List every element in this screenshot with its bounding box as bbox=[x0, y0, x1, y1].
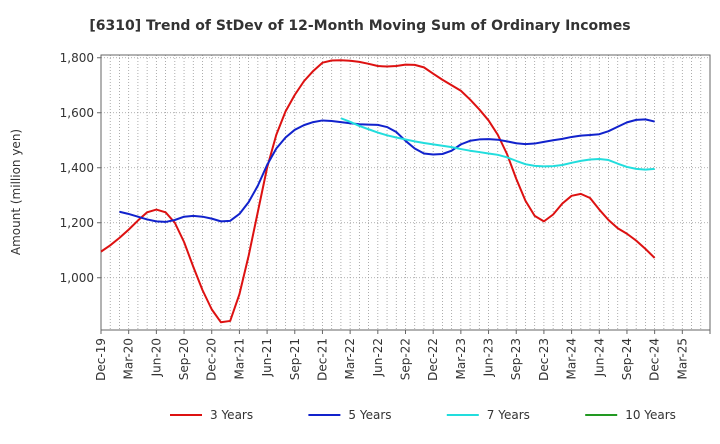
chart-title: [6310] Trend of StDev of 12-Month Moving… bbox=[89, 18, 630, 34]
x-tick-label: Dec-21 bbox=[315, 338, 329, 381]
x-tick-label: Mar-22 bbox=[343, 338, 357, 379]
x-tick-label: Dec-19 bbox=[94, 338, 108, 381]
x-tick-label: Sep-23 bbox=[509, 338, 523, 380]
x-tick-label: Mar-21 bbox=[232, 338, 246, 379]
y-tick-label: 1,800 bbox=[60, 51, 94, 65]
x-tick-label: Dec-23 bbox=[537, 338, 551, 381]
x-tick-label: Sep-20 bbox=[177, 338, 191, 380]
x-tick-label: Jun-20 bbox=[149, 338, 163, 377]
legend-item: 10 Years bbox=[585, 408, 676, 422]
y-tick-label: 1,400 bbox=[60, 161, 94, 175]
x-tick-label: Sep-24 bbox=[620, 338, 634, 380]
x-tick-label: Jun-23 bbox=[482, 338, 496, 377]
x-tick-label: Jun-21 bbox=[260, 338, 274, 377]
x-tick-label: Mar-24 bbox=[565, 338, 579, 379]
x-tick-label: Dec-24 bbox=[648, 338, 662, 381]
x-tick-label: Mar-23 bbox=[454, 338, 468, 379]
x-tick-label: Dec-22 bbox=[426, 338, 440, 381]
legend-label: 3 Years bbox=[210, 408, 253, 422]
x-tick-label: Jun-24 bbox=[592, 338, 606, 377]
y-tick-label: 1,600 bbox=[60, 106, 94, 120]
series-line-3-years bbox=[100, 59, 656, 324]
x-tick-label: Dec-20 bbox=[205, 338, 219, 381]
x-tick-label: Sep-21 bbox=[288, 338, 302, 380]
series-line-7-years bbox=[340, 117, 655, 171]
legend-item: 7 Years bbox=[446, 408, 530, 422]
legend-label: 7 Years bbox=[487, 408, 530, 422]
x-tick-label: Mar-20 bbox=[122, 338, 136, 379]
y-tick-label: 1,000 bbox=[60, 271, 94, 285]
x-tick-label: Sep-22 bbox=[399, 338, 413, 380]
legend-item: 5 Years bbox=[308, 408, 392, 422]
plot-area: 1,000 1,200 1,400 1,600 1,800 Dec-19 Mar-20 Jun… bbox=[60, 51, 711, 381]
legend-label: 10 Years bbox=[625, 408, 676, 422]
y-tick-label: 1,200 bbox=[60, 216, 94, 230]
series-line-5-years bbox=[119, 118, 655, 223]
x-tick-label: Mar-25 bbox=[675, 338, 689, 379]
y-axis-label: Amount (million yen) bbox=[9, 129, 23, 255]
legend-item: 3 Years bbox=[170, 408, 253, 422]
legend: 3 Years 5 Years 7 Years 10 Years bbox=[170, 408, 676, 422]
legend-label: 5 Years bbox=[348, 408, 391, 422]
x-tick-label: Jun-22 bbox=[371, 338, 385, 377]
plot-background bbox=[101, 55, 710, 330]
